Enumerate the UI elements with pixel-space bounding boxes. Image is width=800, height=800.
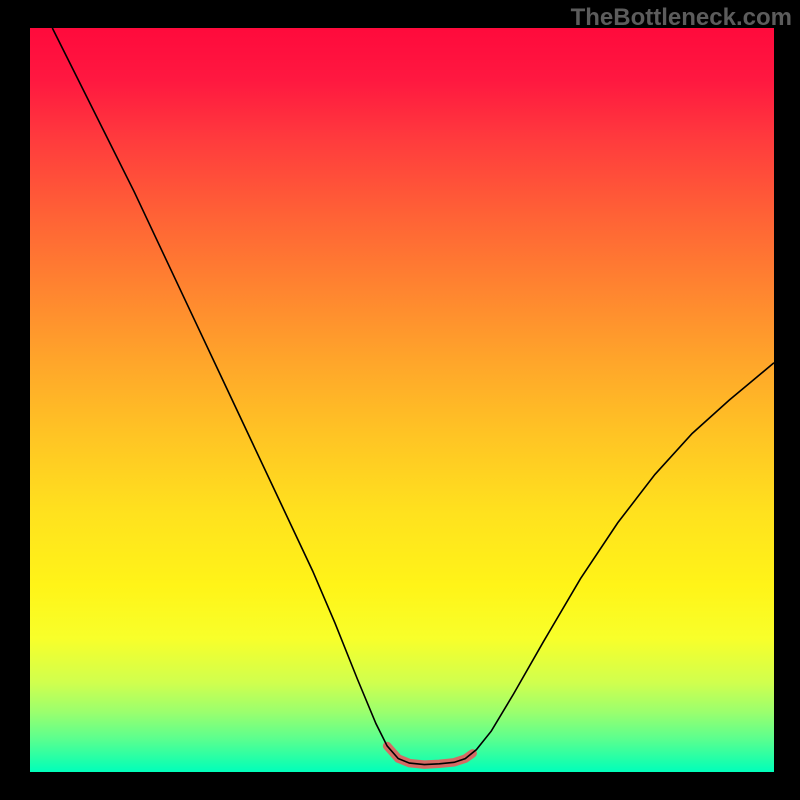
plot-background — [30, 28, 774, 772]
bottleneck-curve-plot — [0, 0, 800, 800]
chart-frame: TheBottleneck.com — [0, 0, 800, 800]
